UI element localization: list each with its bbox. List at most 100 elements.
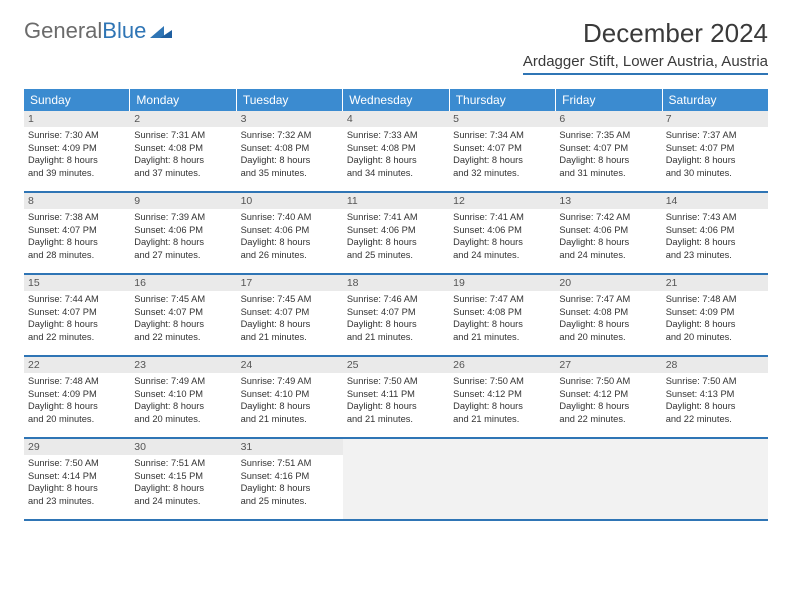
month-title: December 2024 [523, 18, 768, 49]
day-line: Sunrise: 7:33 AM [347, 129, 445, 142]
day-line: Sunrise: 7:35 AM [559, 129, 657, 142]
day-line: and 39 minutes. [28, 167, 126, 180]
day-header: Sunday [24, 89, 130, 111]
day-line: Sunset: 4:07 PM [28, 224, 126, 237]
day-line: Sunrise: 7:46 AM [347, 293, 445, 306]
day-number: 17 [237, 275, 343, 291]
day-cell: 9Sunrise: 7:39 AMSunset: 4:06 PMDaylight… [130, 193, 236, 273]
day-line: Daylight: 8 hours [666, 154, 764, 167]
day-line: Sunset: 4:06 PM [134, 224, 232, 237]
day-line: Sunrise: 7:39 AM [134, 211, 232, 224]
day-line: Sunset: 4:15 PM [134, 470, 232, 483]
day-line: Sunrise: 7:30 AM [28, 129, 126, 142]
logo-text-1: General [24, 18, 102, 44]
day-number: 2 [130, 111, 236, 127]
day-line: Daylight: 8 hours [241, 318, 339, 331]
week-row: 1Sunrise: 7:30 AMSunset: 4:09 PMDaylight… [24, 111, 768, 193]
day-line: Sunset: 4:10 PM [134, 388, 232, 401]
day-cell: 18Sunrise: 7:46 AMSunset: 4:07 PMDayligh… [343, 275, 449, 355]
day-number: 21 [662, 275, 768, 291]
day-line: Sunrise: 7:43 AM [666, 211, 764, 224]
day-number: 6 [555, 111, 661, 127]
day-number: 23 [130, 357, 236, 373]
day-line: and 31 minutes. [559, 167, 657, 180]
day-line: Sunset: 4:06 PM [559, 224, 657, 237]
day-line: and 22 minutes. [666, 413, 764, 426]
day-line: Sunset: 4:14 PM [28, 470, 126, 483]
day-cell: 20Sunrise: 7:47 AMSunset: 4:08 PMDayligh… [555, 275, 661, 355]
day-line: Sunrise: 7:31 AM [134, 129, 232, 142]
day-cell: 12Sunrise: 7:41 AMSunset: 4:06 PMDayligh… [449, 193, 555, 273]
day-cell: 10Sunrise: 7:40 AMSunset: 4:06 PMDayligh… [237, 193, 343, 273]
day-line: Sunset: 4:07 PM [241, 306, 339, 319]
week-row: 15Sunrise: 7:44 AMSunset: 4:07 PMDayligh… [24, 275, 768, 357]
day-line: Daylight: 8 hours [28, 400, 126, 413]
day-line: and 34 minutes. [347, 167, 445, 180]
day-line: Daylight: 8 hours [347, 236, 445, 249]
day-line: Daylight: 8 hours [559, 400, 657, 413]
day-number: 12 [449, 193, 555, 209]
day-line: and 25 minutes. [241, 495, 339, 508]
day-number: 31 [237, 439, 343, 455]
day-cell: 6Sunrise: 7:35 AMSunset: 4:07 PMDaylight… [555, 111, 661, 191]
day-cell: 13Sunrise: 7:42 AMSunset: 4:06 PMDayligh… [555, 193, 661, 273]
day-cell: 22Sunrise: 7:48 AMSunset: 4:09 PMDayligh… [24, 357, 130, 437]
day-line: and 30 minutes. [666, 167, 764, 180]
day-header: Saturday [663, 89, 768, 111]
day-line: Daylight: 8 hours [559, 236, 657, 249]
day-line: Daylight: 8 hours [453, 318, 551, 331]
day-line: Sunrise: 7:50 AM [28, 457, 126, 470]
day-cell: 30Sunrise: 7:51 AMSunset: 4:15 PMDayligh… [130, 439, 236, 519]
day-line: Daylight: 8 hours [453, 400, 551, 413]
header: GeneralBlue December 2024 Ardagger Stift… [24, 18, 768, 75]
day-number: 26 [449, 357, 555, 373]
day-number: 14 [662, 193, 768, 209]
day-number: 30 [130, 439, 236, 455]
day-line: Sunset: 4:06 PM [453, 224, 551, 237]
day-line: and 32 minutes. [453, 167, 551, 180]
day-header: Monday [130, 89, 236, 111]
day-line: Sunset: 4:16 PM [241, 470, 339, 483]
logo: GeneralBlue [24, 18, 172, 44]
day-number: 5 [449, 111, 555, 127]
day-line: Sunset: 4:07 PM [453, 142, 551, 155]
day-line: and 21 minutes. [347, 413, 445, 426]
day-line: Daylight: 8 hours [347, 400, 445, 413]
week-row: 8Sunrise: 7:38 AMSunset: 4:07 PMDaylight… [24, 193, 768, 275]
day-cell: 19Sunrise: 7:47 AMSunset: 4:08 PMDayligh… [449, 275, 555, 355]
day-cell: 3Sunrise: 7:32 AMSunset: 4:08 PMDaylight… [237, 111, 343, 191]
day-number: 7 [662, 111, 768, 127]
day-line: Sunrise: 7:34 AM [453, 129, 551, 142]
day-line: and 20 minutes. [559, 331, 657, 344]
day-line: Sunset: 4:06 PM [241, 224, 339, 237]
day-line: Sunrise: 7:50 AM [347, 375, 445, 388]
day-number: 22 [24, 357, 130, 373]
day-line: Sunrise: 7:51 AM [241, 457, 339, 470]
day-line: Sunset: 4:10 PM [241, 388, 339, 401]
day-cell: 31 Sunrise: 7:51 AMSunset: 4:16 PMDayligh… [237, 439, 343, 519]
day-number: 4 [343, 111, 449, 127]
day-line: and 22 minutes. [134, 331, 232, 344]
day-number: 1 [24, 111, 130, 127]
day-line: Daylight: 8 hours [241, 482, 339, 495]
day-line: Sunrise: 7:49 AM [134, 375, 232, 388]
day-line: and 21 minutes. [347, 331, 445, 344]
day-line: Sunset: 4:09 PM [28, 142, 126, 155]
empty-cell [662, 439, 768, 519]
day-line: Daylight: 8 hours [241, 236, 339, 249]
day-cell: 5Sunrise: 7:34 AMSunset: 4:07 PMDaylight… [449, 111, 555, 191]
day-header: Tuesday [237, 89, 343, 111]
day-number: 24 [237, 357, 343, 373]
day-line: Sunset: 4:08 PM [241, 142, 339, 155]
day-number: 10 [237, 193, 343, 209]
day-line: Daylight: 8 hours [28, 236, 126, 249]
day-line: Sunset: 4:08 PM [347, 142, 445, 155]
day-line: Daylight: 8 hours [666, 400, 764, 413]
day-line: and 28 minutes. [28, 249, 126, 262]
day-line: Daylight: 8 hours [28, 318, 126, 331]
day-line: Daylight: 8 hours [28, 154, 126, 167]
day-header: Wednesday [343, 89, 449, 111]
day-line: and 24 minutes. [453, 249, 551, 262]
day-line: Sunrise: 7:41 AM [347, 211, 445, 224]
day-line: Daylight: 8 hours [666, 318, 764, 331]
